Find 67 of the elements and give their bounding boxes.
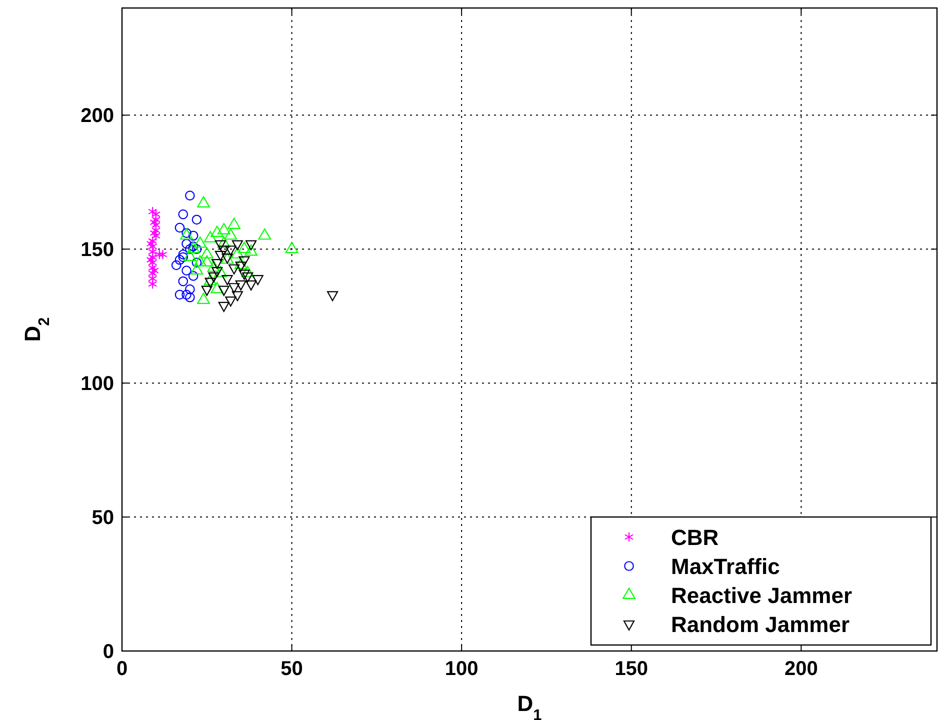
x-tick-label: 200	[784, 658, 818, 680]
x-axis-title: D$_{1}$	[517, 691, 542, 720]
point	[174, 254, 185, 265]
point	[178, 276, 188, 286]
point	[182, 290, 192, 300]
point	[228, 283, 240, 294]
point	[197, 196, 210, 208]
y-tick-label: 100	[80, 373, 114, 396]
legend-label: CBR	[671, 525, 719, 550]
point	[208, 272, 220, 282]
point	[158, 249, 168, 260]
point	[188, 230, 198, 241]
x-tick-label: 50	[280, 658, 303, 680]
point	[235, 280, 246, 291]
point	[178, 250, 188, 260]
point	[222, 275, 233, 286]
point	[192, 258, 202, 268]
point	[245, 240, 257, 250]
x-tick-label: 150	[614, 658, 648, 680]
point	[204, 278, 216, 288]
point	[184, 284, 195, 294]
point	[238, 256, 250, 266]
point	[212, 258, 223, 270]
point	[182, 238, 192, 249]
point	[201, 286, 212, 296]
y-tick-label: 150	[80, 239, 114, 262]
point	[148, 278, 158, 290]
point	[232, 240, 244, 250]
point	[218, 246, 230, 256]
point	[326, 291, 338, 302]
legend-label: Random Jammer	[671, 612, 850, 637]
point	[228, 264, 240, 274]
point	[242, 272, 254, 282]
point	[214, 250, 226, 262]
point	[238, 270, 250, 280]
y-tick-label: 200	[80, 105, 114, 128]
point	[252, 275, 264, 286]
point	[148, 268, 158, 278]
point	[235, 262, 246, 272]
point	[184, 190, 195, 200]
x-tick-label: 0	[116, 658, 128, 680]
y-tick-label: 0	[102, 641, 114, 663]
point	[218, 302, 230, 312]
point	[174, 222, 185, 233]
y-tick-label: 50	[92, 507, 114, 530]
point	[232, 291, 244, 302]
point	[212, 267, 223, 278]
point	[225, 246, 236, 256]
point	[174, 290, 185, 300]
point	[178, 252, 188, 262]
point	[218, 286, 230, 296]
point	[151, 225, 161, 236]
legend-label: Reactive Jammer	[671, 583, 852, 608]
point	[148, 206, 158, 217]
point	[245, 280, 257, 291]
point	[225, 296, 236, 307]
point	[214, 240, 226, 250]
point	[192, 214, 202, 225]
point	[184, 292, 195, 302]
point	[148, 262, 158, 274]
point	[188, 271, 198, 281]
x-tick-label: 100	[444, 658, 478, 680]
point	[151, 214, 161, 225]
point	[182, 266, 192, 276]
point	[171, 260, 182, 270]
point	[178, 209, 188, 220]
legend-label: MaxTraffic	[671, 554, 780, 579]
